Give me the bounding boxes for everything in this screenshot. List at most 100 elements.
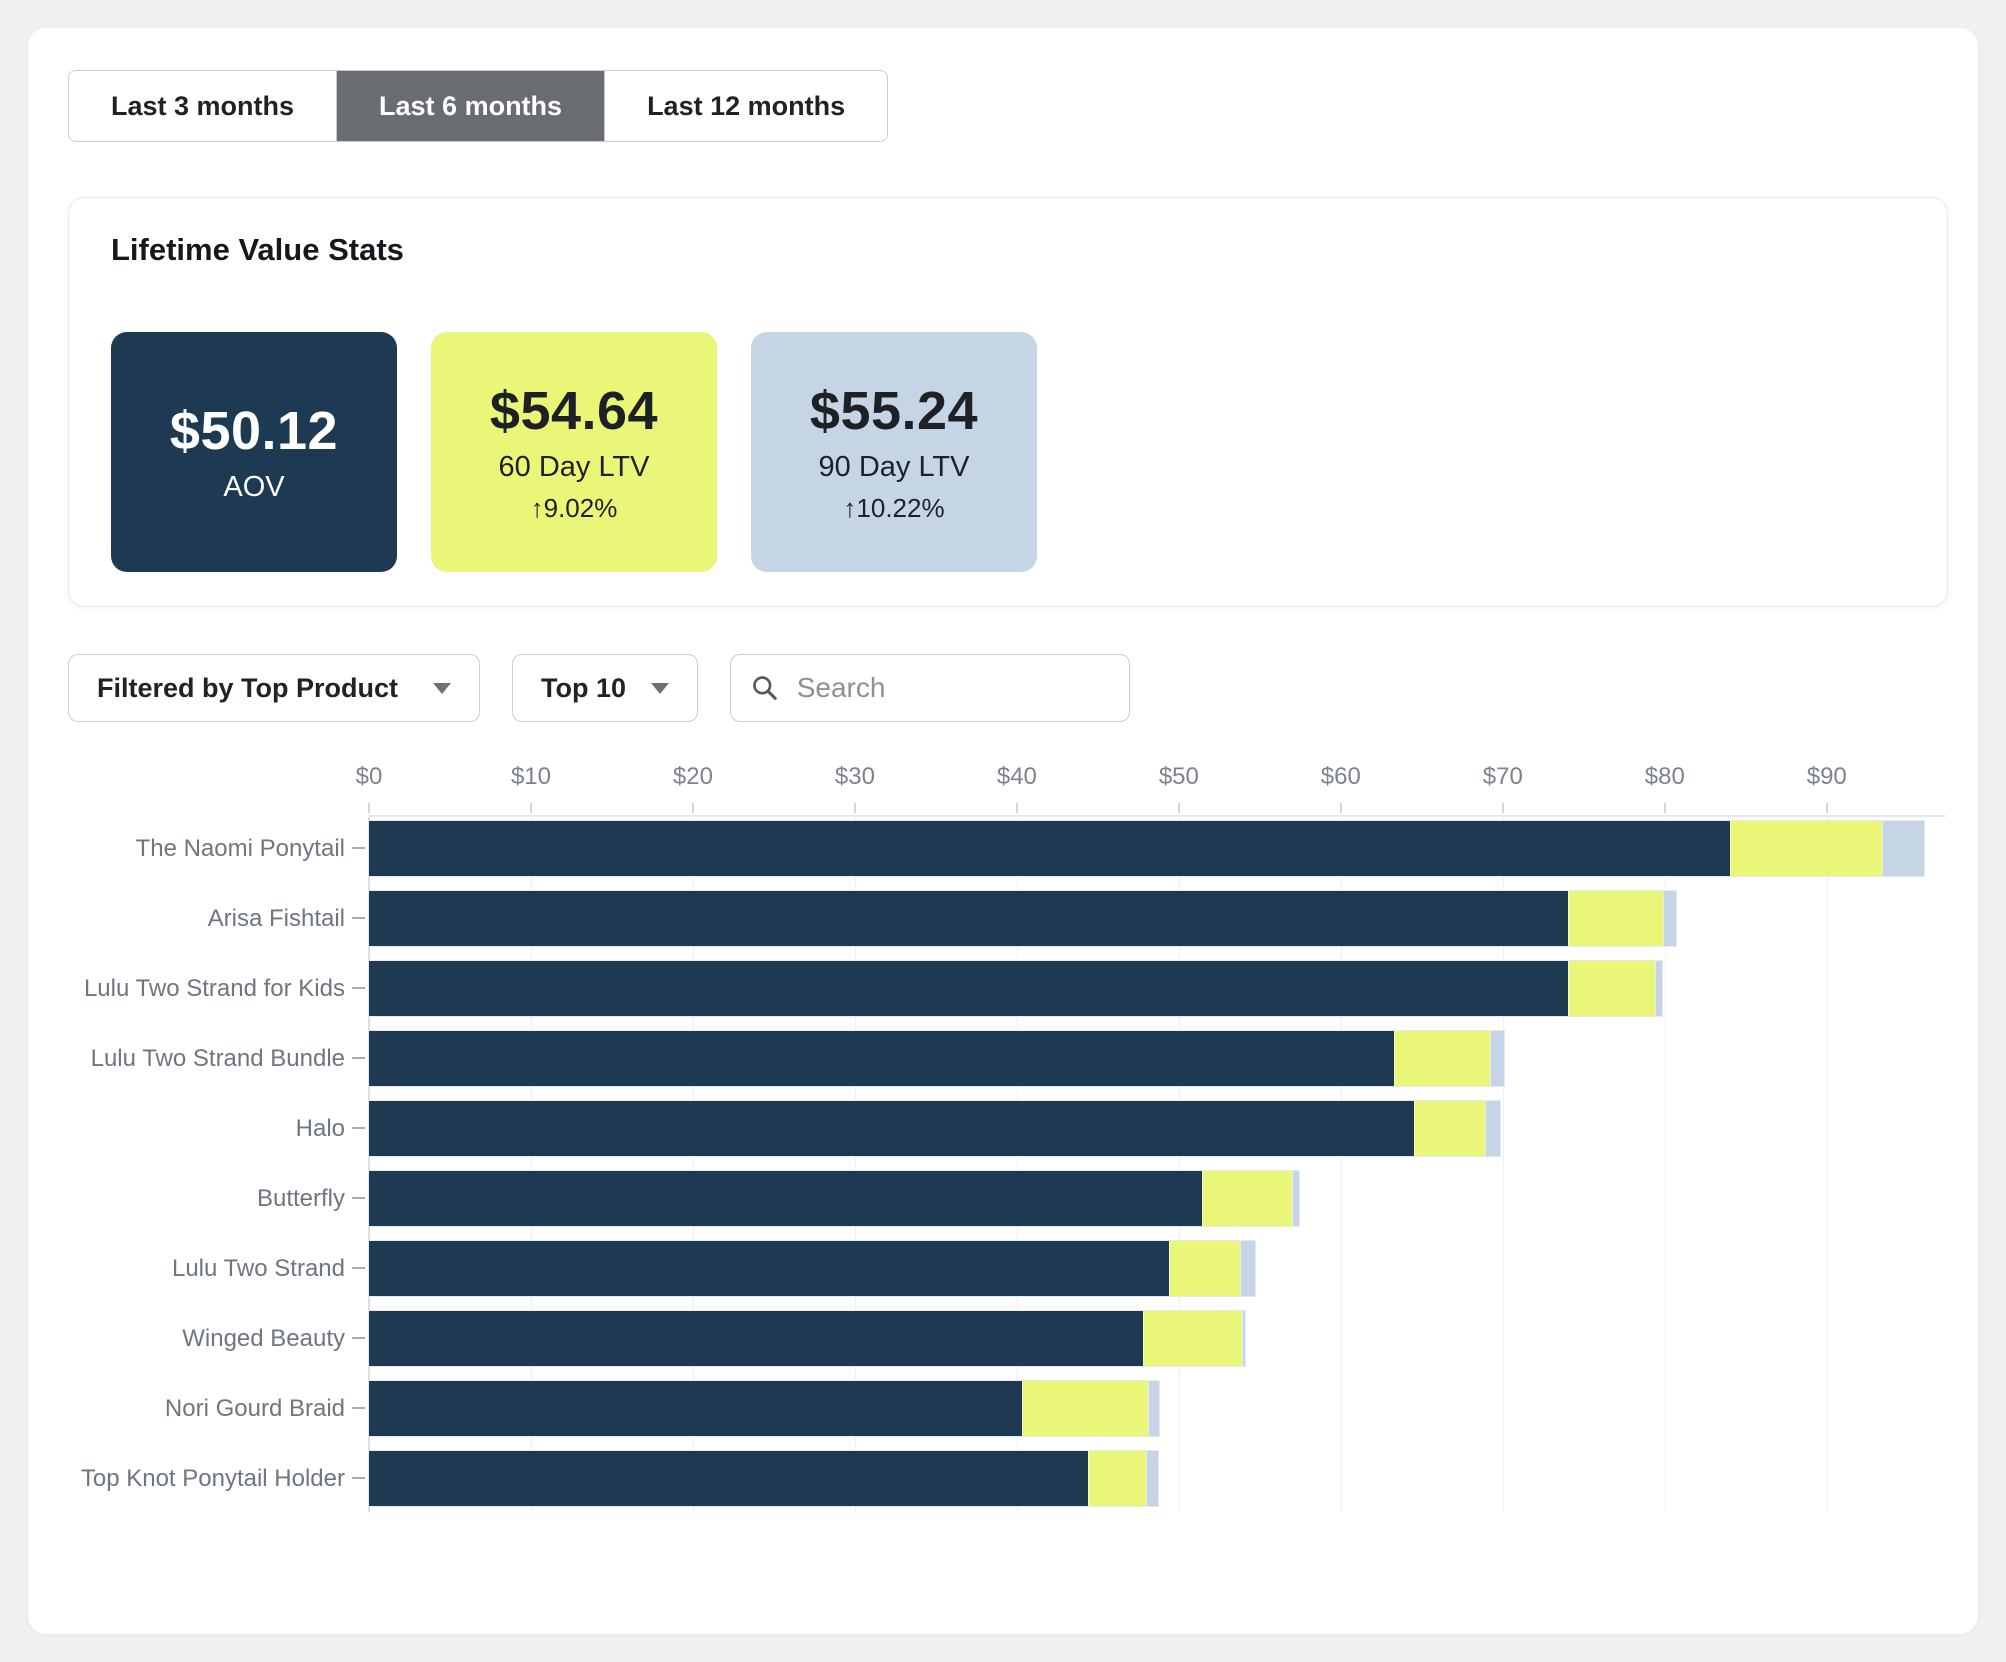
chart-gridline	[1340, 817, 1342, 1512]
bar-segment-aov[interactable]	[369, 1381, 1022, 1436]
y-axis-tick-mark	[352, 987, 365, 989]
x-axis-tick-label: $60	[1320, 763, 1361, 790]
bar-segment-60day-ltv[interactable]	[1567, 961, 1656, 1016]
bar-segment-aov[interactable]	[369, 1241, 1170, 1296]
x-axis-line	[369, 815, 1945, 817]
x-axis-tick-label: $30	[834, 763, 875, 790]
product-filter-dropdown[interactable]: Filtered by Top Product	[68, 654, 480, 722]
x-axis-tick-label: $0	[355, 763, 383, 790]
x-axis-tick-mark	[368, 803, 370, 813]
tab-last-12-months[interactable]: Last 12 months	[605, 71, 888, 141]
dashboard-panel: Last 3 months Last 6 months Last 12 mont…	[28, 28, 1978, 1634]
ltv60-stat-box: $54.64 60 Day LTV ↑9.02%	[431, 332, 717, 572]
y-axis-tick-mark	[352, 1127, 365, 1129]
ltv-by-product-chart: $0 $10 $20 $30 $40 $50 $60 $70 $80 $90 The Naomi P…	[28, 28, 1978, 1634]
ltv90-stat-box: $55.24 90 Day LTV ↑10.22%	[751, 332, 1037, 572]
bar[interactable]	[368, 820, 1925, 877]
ltv90-value: $55.24	[809, 381, 979, 441]
bar-segment-aov[interactable]	[369, 1031, 1395, 1086]
x-axis-tick-mark	[1825, 803, 1828, 813]
bar[interactable]	[367, 890, 1678, 947]
x-axis-tick-mark	[529, 803, 532, 813]
bar-segment-90day-ltv[interactable]	[1489, 1031, 1505, 1086]
x-axis-tick-mark	[853, 803, 856, 813]
y-axis-tick-mark	[352, 847, 365, 849]
bar-segment-90day-ltv[interactable]	[1146, 1451, 1158, 1506]
bar-segment-60day-ltv[interactable]	[1394, 1031, 1490, 1086]
ltv60-delta: ↑9.02%	[530, 493, 618, 523]
bar-segment-60day-ltv[interactable]	[1143, 1311, 1243, 1366]
bar-segment-90day-ltv[interactable]	[1240, 1241, 1255, 1296]
bar-label: Halo	[295, 1114, 345, 1142]
x-axis-tick-mark	[1015, 803, 1018, 813]
product-filter-label: Filtered by Top Product	[97, 672, 399, 703]
bar[interactable]	[368, 1450, 1159, 1507]
bar[interactable]	[367, 1310, 1247, 1367]
chart-gridline	[530, 817, 532, 1512]
bar-label: Lulu Two Strand Bundle	[90, 1044, 345, 1072]
ltv60-label: 60 Day LTV	[498, 451, 650, 483]
x-axis-tick-label: $80	[1644, 763, 1685, 790]
bar-segment-aov[interactable]	[369, 1311, 1144, 1366]
bar[interactable]	[367, 1030, 1506, 1087]
y-axis-tick-mark	[352, 917, 365, 919]
bar[interactable]	[367, 1380, 1161, 1437]
bar-segment-60day-ltv[interactable]	[1021, 1381, 1149, 1436]
bar-label: Butterfly	[256, 1184, 345, 1212]
bar[interactable]	[368, 1240, 1256, 1297]
chart-gridline	[1502, 817, 1504, 1512]
bar-segment-90day-ltv[interactable]	[1484, 1101, 1500, 1156]
chart-gridline	[854, 817, 856, 1512]
bar[interactable]	[368, 960, 1663, 1017]
bar-segment-90day-ltv[interactable]	[1655, 961, 1662, 1016]
bar[interactable]	[368, 1170, 1300, 1227]
bar-segment-aov[interactable]	[369, 891, 1568, 946]
ltv90-delta: ↑10.22%	[843, 493, 945, 523]
x-axis-tick-label: $40	[996, 763, 1037, 790]
bar-label: Top Knot Ponytail Holder	[80, 1464, 345, 1492]
tab-last-3-months[interactable]: Last 3 months	[69, 71, 338, 141]
chart-gridline	[368, 817, 370, 1512]
bar-segment-60day-ltv[interactable]	[1567, 891, 1664, 946]
bar-segment-90day-ltv[interactable]	[1663, 891, 1677, 946]
filter-row: Filtered by Top Product Top 10	[68, 654, 1130, 722]
search-box[interactable]	[730, 654, 1130, 722]
y-axis-tick-mark	[352, 1407, 365, 1409]
bar-segment-aov[interactable]	[369, 1101, 1414, 1156]
bar-label: The Naomi Ponytail	[135, 834, 345, 862]
chart-gridline	[1664, 817, 1666, 1512]
bar-segment-aov[interactable]	[369, 1451, 1089, 1506]
x-axis-tick-label: $70	[1482, 763, 1523, 790]
bar-segment-60day-ltv[interactable]	[1169, 1241, 1241, 1296]
x-axis-tick-mark	[1663, 803, 1666, 813]
bar-segment-60day-ltv[interactable]	[1088, 1451, 1147, 1506]
x-axis-tick-mark	[1339, 803, 1342, 813]
bar-label: Nori Gourd Braid	[164, 1394, 345, 1422]
bar-segment-90day-ltv[interactable]	[1148, 1381, 1160, 1436]
search-input[interactable]	[794, 671, 1109, 705]
ltv90-label: 90 Day LTV	[818, 451, 970, 483]
bar-segment-aov[interactable]	[369, 961, 1568, 1016]
bar-segment-aov[interactable]	[369, 1171, 1202, 1226]
bar-segment-60day-ltv[interactable]	[1201, 1171, 1293, 1226]
y-axis-tick-mark	[352, 1337, 365, 1339]
top-n-label: Top 10	[541, 672, 627, 703]
bar-segment-90day-ltv[interactable]	[1242, 1311, 1246, 1366]
bar[interactable]	[368, 1100, 1501, 1157]
x-axis-tick-mark	[691, 803, 694, 813]
bar-label: Lulu Two Strand	[171, 1254, 345, 1282]
x-axis-tick-mark	[1177, 803, 1180, 813]
bar-segment-60day-ltv[interactable]	[1413, 1101, 1485, 1156]
y-axis-tick-mark	[352, 1057, 365, 1059]
bar-segment-90day-ltv[interactable]	[1292, 1171, 1299, 1226]
bar-segment-aov[interactable]	[369, 821, 1730, 876]
top-n-dropdown[interactable]: Top 10	[512, 654, 698, 722]
chevron-down-icon	[651, 682, 669, 694]
tab-last-6-months[interactable]: Last 6 months	[337, 71, 606, 141]
bar-segment-90day-ltv[interactable]	[1881, 821, 1924, 876]
chevron-down-icon	[433, 682, 451, 694]
bar-segment-60day-ltv[interactable]	[1729, 821, 1882, 876]
stat-row: $50.12 AOV $54.64 60 Day LTV ↑9.02% $55.…	[111, 332, 1037, 572]
x-axis-tick-label: $20	[672, 763, 713, 790]
